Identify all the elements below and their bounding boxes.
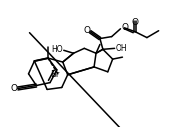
Text: Br: Br: [50, 70, 59, 79]
Text: O: O: [84, 26, 91, 35]
Text: O: O: [10, 84, 17, 93]
Text: HO: HO: [51, 45, 63, 54]
Text: O: O: [121, 23, 129, 32]
Text: OH: OH: [116, 44, 127, 53]
Text: O: O: [132, 18, 139, 27]
